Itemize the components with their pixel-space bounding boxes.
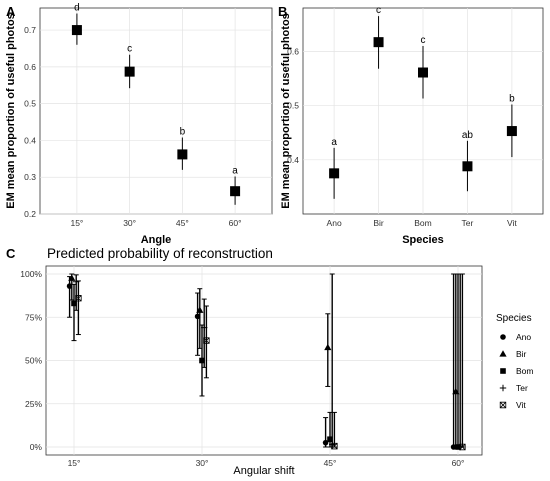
panel-b-x-tick-label: Ter (462, 218, 474, 228)
panel-a-point-60 (230, 186, 241, 197)
panel-b-x-tick-label: Bom (414, 218, 431, 228)
legend-label-ter: Ter (516, 383, 528, 393)
panel-c-title: Predicted probability of reconstruction (47, 246, 273, 261)
panel-a-y-tick-label: 0.7 (24, 25, 36, 35)
panel-c-point-vit (331, 442, 338, 450)
panel-a-point-45 (177, 149, 188, 160)
panel-a-point-30 (124, 66, 135, 77)
panel-b-x-axis-title: Species (402, 234, 444, 246)
panel-letter-a: A (6, 4, 16, 19)
panel-c-y-tick-label: 100% (20, 269, 42, 279)
panel-a-y-tick-label: 0.5 (24, 99, 36, 109)
legend-label-vit: Vit (516, 400, 526, 410)
panel-b-point-Bir (373, 37, 384, 48)
panel-a-y-axis-title: EM mean proportion of useful photos (5, 13, 17, 209)
panel-a-grid (40, 8, 272, 215)
panel-b-x-tick-label: Vit (507, 218, 517, 228)
panel-c-marks (66, 273, 466, 451)
panel-a-y-tick-label: 0.3 (24, 172, 36, 182)
panel-c-x-axis-title: Angular shift (233, 465, 294, 477)
legend-key-bom (500, 368, 506, 374)
legend-key-bir (499, 350, 507, 357)
panel-letter-c: C (6, 246, 16, 261)
panel-b-point-Ano (329, 168, 340, 179)
panel-b-y-tick-label: 0.5 (287, 101, 299, 111)
panel-c-point-bom (327, 436, 333, 443)
panel-b-ticks: 0.4 0.5 0.6 Ano Bir Bom Ter Vit (287, 46, 517, 228)
legend-label-bom: Bom (516, 366, 533, 376)
panel-b-group-letter: c (421, 35, 426, 46)
panel-c-x-tick-label: 45° (324, 458, 337, 468)
legend-key-ter (499, 384, 507, 392)
panel-b-y-tick-label: 0.4 (287, 155, 299, 165)
panel-b-x-tick-label: Ano (327, 218, 342, 228)
panel-b-point-Vit (506, 126, 517, 137)
panel-c-point-vit (203, 337, 210, 344)
panel-c-point-bir (196, 306, 204, 313)
panel-b-y-tick-label: 0.6 (287, 46, 299, 56)
panel-a-plot-area (39, 7, 273, 215)
panel-c-x-tick-label: 60° (452, 458, 465, 468)
panel-a-x-tick-label: 60° (229, 218, 242, 228)
panel-a-marks: d c b a (71, 3, 241, 205)
panel-c-point-bom (71, 300, 77, 307)
panel-c-y-tick-label: 75% (25, 312, 42, 322)
panel-a-x-tick-label: 15° (70, 218, 83, 228)
legend-label-bir: Bir (516, 349, 527, 359)
panel-c-point-ano (322, 439, 329, 446)
panel-a-group-letter: a (232, 165, 238, 176)
legend-label-ano: Ano (516, 332, 531, 342)
panel-b-x-tick-label: Bir (373, 218, 384, 228)
panel-c-x-tick-label: 30° (196, 458, 209, 468)
panel-b-point-Bom (418, 67, 428, 78)
panel-a-x-tick-label: 45° (176, 218, 189, 228)
panel-a-point-15 (71, 25, 82, 36)
panel-c-ticks: 0% 25% 50% 75% 100% 15° 30° 45° 60° (20, 269, 464, 468)
legend-key-vit (499, 401, 507, 409)
panel-b-group-letter: b (509, 93, 515, 104)
panel-a-group-letter: b (180, 126, 186, 137)
panel-c-point-vit (75, 295, 82, 302)
panel-b-marks: a c c ab b (329, 5, 517, 199)
panel-a-chart: 0.2 0.3 0.4 0.5 0.6 0.7 15° 30° 45° 60° d c b a Angl… (5, 3, 273, 246)
panel-letter-b: B (278, 4, 287, 19)
panel-a-group-letter: d (74, 3, 80, 14)
panel-a-y-tick-label: 0.6 (24, 62, 36, 72)
panel-a-ticks: 0.2 0.3 0.4 0.5 0.6 0.7 15° 30° 45° 60° (24, 25, 241, 228)
panel-a-y-tick-label: 0.4 (24, 135, 36, 145)
panel-a-y-tick-label: 0.2 (24, 209, 36, 219)
panel-c-legend: Species Ano Bir Bom Ter Vit (496, 313, 533, 410)
panel-c-point-bir (324, 343, 332, 351)
panel-a-x-axis-title: Angle (141, 234, 172, 246)
panel-c-y-tick-label: 0% (30, 442, 43, 452)
legend-key-ano (500, 334, 506, 340)
panel-a-group-letter: c (127, 44, 132, 55)
panel-c-y-tick-label: 50% (25, 356, 42, 366)
panel-c-y-tick-label: 25% (25, 399, 42, 409)
panel-b-group-letter: c (376, 5, 381, 16)
panel-c-point-vit (459, 443, 466, 451)
panel-c-point-ano (194, 313, 201, 320)
panel-b-group-letter: ab (462, 130, 474, 141)
panel-b-group-letter: a (331, 137, 337, 148)
legend-title: Species (496, 313, 532, 324)
panel-c-x-tick-label: 15° (68, 458, 81, 468)
panel-c-point-ano (66, 283, 73, 289)
panel-c-point-bir (68, 274, 76, 281)
panel-b-y-axis-title: EM mean proportion of useful photos (280, 13, 292, 209)
panel-b-point-Ter (462, 161, 473, 172)
panel-c-chart: Predicted probability of reconstruction … (20, 246, 533, 477)
panel-c-point-bom (199, 357, 205, 364)
panel-a-x-tick-label: 30° (123, 218, 136, 228)
